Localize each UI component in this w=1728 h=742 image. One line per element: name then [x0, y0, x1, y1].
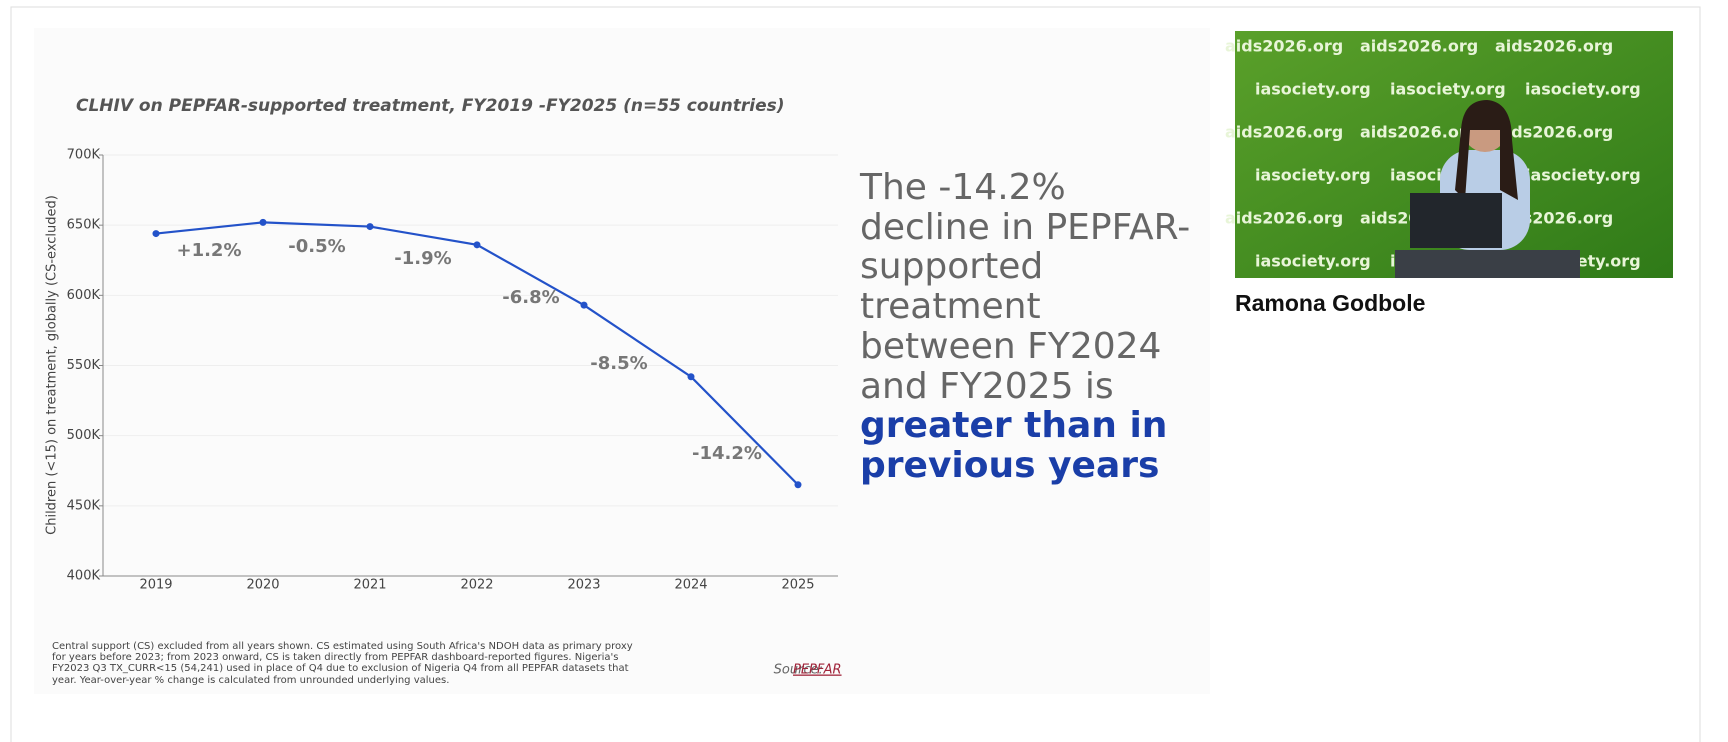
- y-tick-label: 550K: [67, 358, 101, 373]
- data-point: [473, 241, 481, 249]
- backdrop-text: aids2026.org: [1225, 123, 1343, 142]
- source-label: Source:: [774, 663, 823, 678]
- x-tick-label: 2023: [567, 578, 600, 593]
- y-tick-label: 600K: [67, 288, 101, 303]
- change-label: -1.9%: [394, 248, 451, 269]
- x-tick-label: 2024: [674, 578, 707, 593]
- emphasis: greater than in previous years: [860, 405, 1168, 486]
- x-tick-label: 2019: [139, 578, 172, 593]
- backdrop-text: aids2026.org: [1360, 123, 1478, 142]
- backdrop-text: iasociety.org: [1255, 252, 1371, 271]
- data-point: [794, 481, 802, 489]
- backdrop-text: iasociety.org: [1525, 166, 1641, 185]
- y-tick-label: 700K: [67, 148, 101, 163]
- backdrop-text: aids2026.org: [1225, 37, 1343, 56]
- slide: [34, 28, 1210, 694]
- backdrop-text: iasociety.org: [1255, 80, 1371, 99]
- y-axis-label: Children (<15) on treatment, globally (C…: [45, 195, 60, 535]
- backdrop-text: aids2026.org: [1360, 37, 1478, 56]
- x-tick-label: 2022: [460, 578, 493, 593]
- x-tick-label: 2020: [246, 578, 279, 593]
- x-tick-label: 2021: [353, 578, 386, 593]
- y-tick-label: 400K: [67, 569, 101, 584]
- chart-title: CLHIV on PEPFAR-supported treatment, FY2…: [76, 96, 785, 116]
- laptop: [1410, 193, 1502, 248]
- data-point: [259, 218, 267, 226]
- change-label: -6.8%: [502, 287, 559, 308]
- data-point: [152, 230, 160, 238]
- backdrop-text: iasociety.org: [1255, 166, 1371, 185]
- highlight-text: The -14.2% decline in PEPFAR-supported t…: [860, 168, 1200, 486]
- y-tick-label: 650K: [67, 218, 101, 233]
- data-point: [580, 301, 588, 309]
- data-point: [687, 373, 695, 381]
- backdrop-text: aids2026.org: [1225, 209, 1343, 228]
- change-label: +1.2%: [176, 240, 241, 261]
- y-tick-label: 500K: [67, 428, 101, 443]
- person-hair: [1455, 100, 1518, 200]
- source-link[interactable]: PEPFAR: [793, 663, 842, 678]
- y-tick-label: 450K: [67, 498, 101, 513]
- x-tick-label: 2025: [781, 578, 814, 593]
- change-label: -8.5%: [590, 353, 647, 374]
- speaker-name: Ramona Godbole: [1235, 290, 1426, 316]
- footnote: Central support (CS) excluded from all y…: [52, 641, 633, 686]
- backdrop-text: iasociety.org: [1390, 80, 1506, 99]
- data-point: [366, 223, 374, 231]
- backdrop-text: iasociety.org: [1525, 80, 1641, 99]
- statement: The -14.2% decline in PEPFAR-supported t…: [860, 167, 1191, 407]
- change-label: -14.2%: [692, 443, 762, 464]
- backdrop-text: aids2026.org: [1495, 123, 1613, 142]
- change-label: -0.5%: [288, 236, 345, 257]
- backdrop-text: aids2026.org: [1495, 37, 1613, 56]
- lectern: [1395, 250, 1580, 278]
- video-feed: aids2026.org aids2026.org aids2026.org iaso…: [1225, 31, 1673, 278]
